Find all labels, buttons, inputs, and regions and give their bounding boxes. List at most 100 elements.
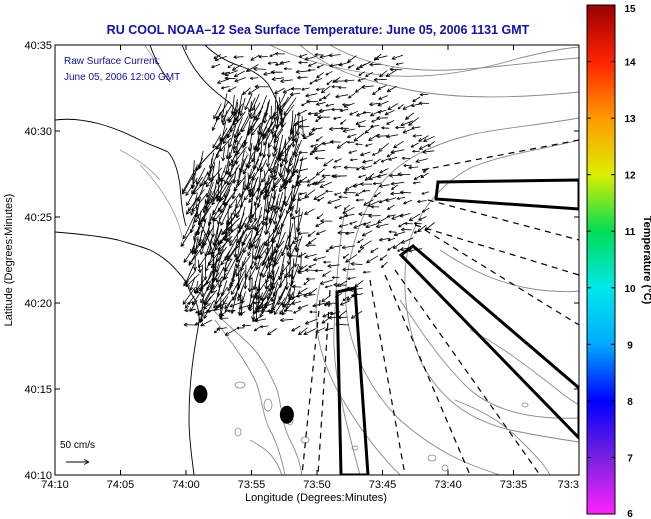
current-arrow	[180, 224, 196, 247]
current-arrow	[365, 71, 374, 77]
current-arrow	[361, 165, 373, 170]
current-arrow	[353, 132, 365, 142]
current-arrow	[315, 101, 326, 106]
current-arrow	[302, 133, 315, 140]
current-arrow	[315, 87, 325, 92]
current-arrow	[211, 112, 221, 131]
colorbar-fill	[586, 4, 616, 515]
station-marker	[193, 385, 208, 404]
current-arrow	[265, 213, 276, 235]
current-arrow	[181, 173, 195, 195]
current-arrow	[212, 134, 222, 149]
current-arrow	[349, 221, 358, 225]
harbor-contour	[229, 129, 263, 169]
current-arrow	[327, 263, 340, 268]
current-arrow	[312, 302, 326, 308]
temperature-colorbar: 15 14 13 12 11 10 9 8 7 6 Temperature (°C)	[586, 4, 651, 519]
current-arrow	[389, 67, 403, 72]
current-arrow	[384, 109, 395, 116]
current-arrow	[182, 286, 196, 305]
current-arrow	[197, 259, 202, 274]
station-marker	[279, 405, 294, 424]
current-arrow	[338, 86, 347, 90]
current-arrow	[267, 309, 276, 313]
current-arrow	[313, 256, 326, 262]
current-arrow	[422, 167, 430, 173]
current-arrow	[360, 151, 371, 157]
current-arrow	[315, 168, 326, 176]
current-arrow	[401, 156, 411, 160]
current-arrow	[299, 157, 308, 162]
current-arrow	[238, 311, 246, 315]
current-arrow	[358, 61, 371, 68]
current-arrow	[405, 112, 415, 120]
current-arrow	[400, 120, 414, 127]
current-arrow	[264, 185, 271, 199]
depth-contour-blob	[234, 427, 242, 437]
current-arrow	[379, 70, 388, 78]
current-arrow	[385, 134, 399, 139]
current-arrow	[274, 51, 285, 56]
current-arrow	[331, 107, 342, 112]
current-arrow	[305, 243, 316, 248]
current-arrow	[263, 125, 275, 146]
current-arrow	[395, 125, 405, 130]
current-arrow	[378, 237, 390, 242]
current-arrow	[345, 254, 358, 263]
scale-label: 50 cm/s	[60, 440, 95, 451]
current-arrow	[363, 221, 372, 226]
y-axis: 40:35 40:30 40:25 40:20 40:15 40:10	[24, 40, 579, 482]
current-arrow	[295, 118, 307, 125]
current-arrow	[293, 217, 298, 241]
current-arrow	[229, 301, 243, 308]
current-arrow	[291, 126, 296, 148]
colorbar-tick-label: 10	[624, 284, 636, 295]
current-arrow	[332, 165, 342, 169]
current-arrow	[368, 133, 379, 141]
current-arrow	[367, 200, 380, 207]
current-arrow	[304, 189, 316, 198]
current-arrow	[391, 54, 404, 60]
current-arrow	[256, 302, 269, 309]
current-arrow	[355, 198, 364, 202]
current-arrow	[365, 222, 379, 229]
current-arrow	[184, 295, 195, 309]
current-arrow	[331, 275, 340, 279]
current-arrow	[358, 174, 367, 179]
current-arrow	[334, 158, 342, 163]
current-arrow	[221, 146, 226, 162]
colorbar-tick-label: 15	[624, 4, 636, 15]
harbor-contour	[139, 164, 185, 249]
current-arrow	[412, 134, 423, 138]
current-arrow	[291, 284, 302, 289]
current-arrow	[269, 105, 274, 120]
current-arrow	[377, 216, 390, 224]
current-arrow	[418, 101, 430, 106]
current-arrow	[199, 310, 212, 316]
current-arrow	[298, 150, 308, 155]
current-arrow	[403, 199, 413, 205]
current-arrow	[183, 214, 196, 240]
colorbar-tick-label: 9	[627, 340, 633, 351]
current-arrow	[236, 326, 245, 330]
current-arrow	[244, 214, 255, 228]
current-arrow	[379, 168, 389, 174]
current-arrow	[280, 317, 294, 323]
current-arrow	[183, 322, 198, 327]
current-arrow	[203, 198, 211, 214]
current-arrow	[372, 152, 380, 156]
y-axis-label: Latitude (Degrees:Minutes)	[3, 194, 15, 327]
current-arrow	[327, 198, 341, 204]
current-arrow	[372, 88, 381, 96]
current-arrow	[413, 221, 422, 225]
x-tick-label: 74:00	[172, 479, 200, 491]
current-arrow	[297, 304, 309, 310]
current-arrow	[254, 318, 267, 323]
current-arrow	[341, 245, 355, 250]
colorbar-ticks: 15 14 13 12 11 10 9 8 7 6	[587, 4, 636, 519]
current-arrow	[369, 62, 382, 67]
current-arrow	[298, 60, 308, 65]
current-arrow	[234, 77, 246, 83]
current-arrow	[319, 181, 333, 188]
